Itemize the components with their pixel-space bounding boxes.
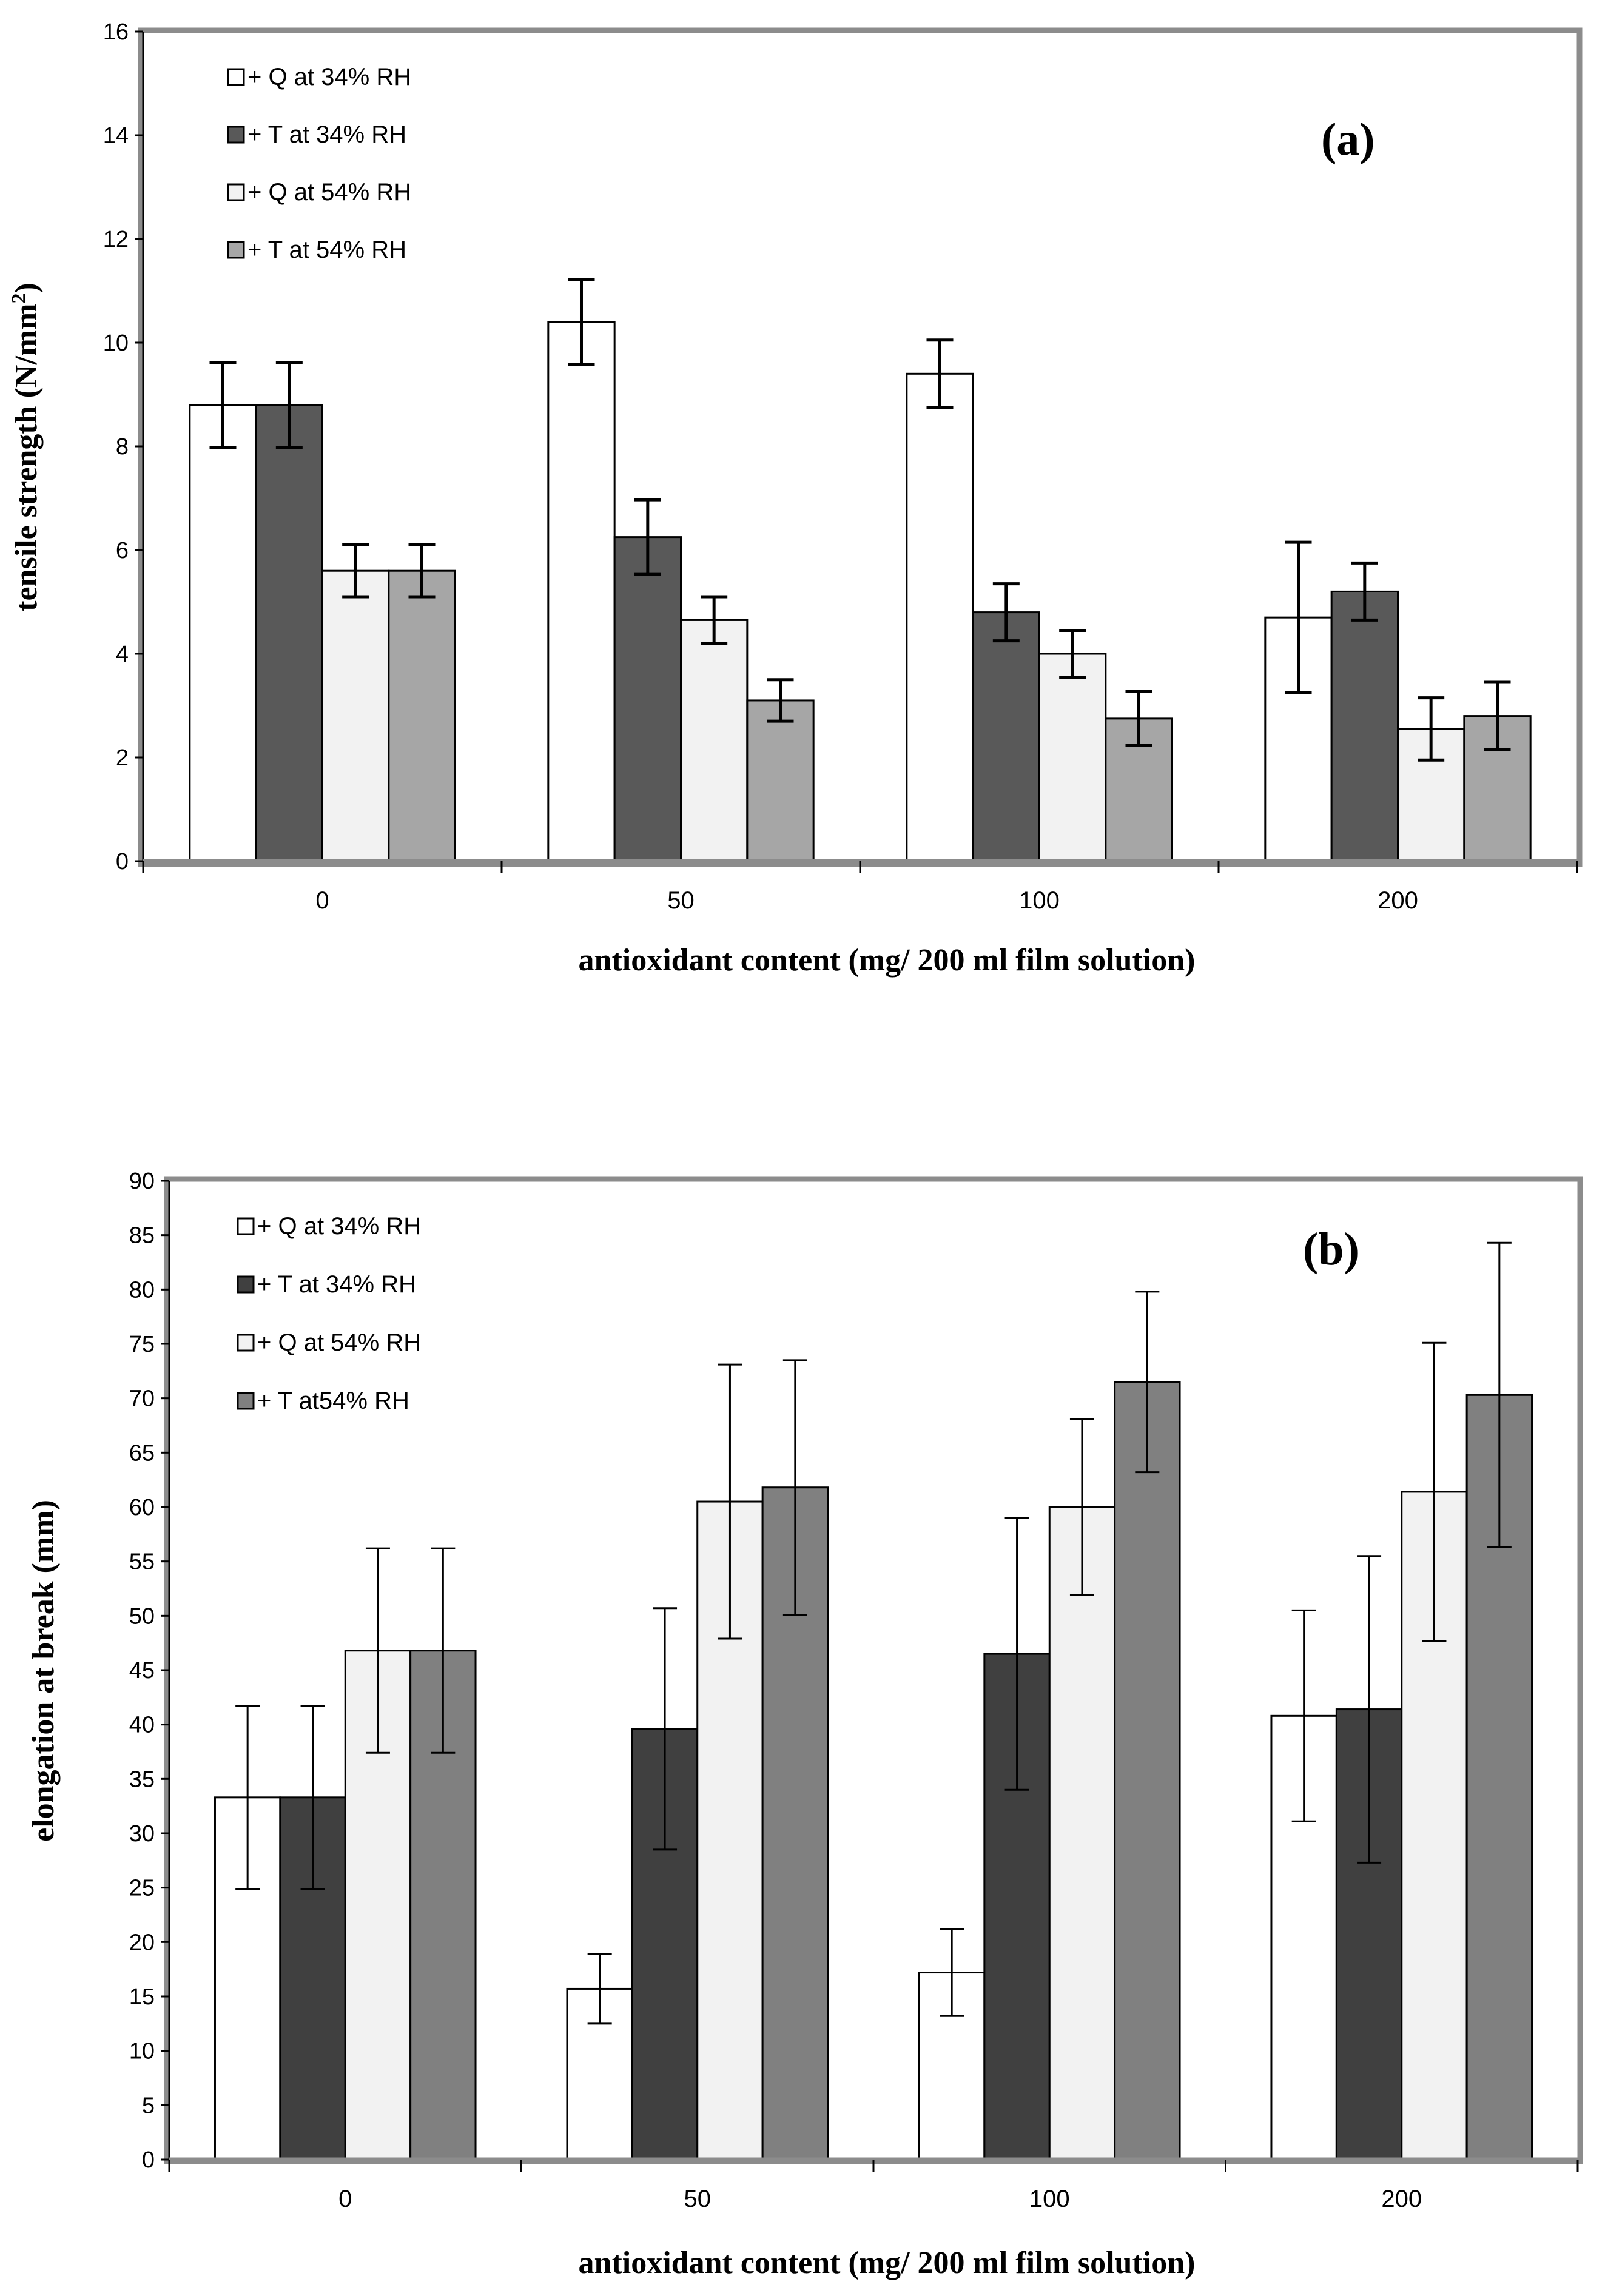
y-tick-label: 75 [129, 1332, 155, 1357]
bar [1114, 1381, 1181, 2161]
y-tick-label: 8 [116, 434, 129, 460]
bar [255, 404, 324, 862]
bar [613, 536, 682, 862]
y-tick-label: 16 [103, 19, 129, 45]
legend-swatch [227, 68, 245, 86]
y-tick-label: 35 [129, 1767, 155, 1792]
x-tick-label: 50 [667, 887, 695, 914]
legend-label: + Q at 54% RH [247, 179, 411, 206]
x-tick-label: 100 [1019, 887, 1060, 914]
legend-swatch [237, 1217, 255, 1235]
legend-swatch [227, 183, 245, 201]
x-tick-label: 100 [1029, 2186, 1070, 2212]
bar [321, 569, 390, 862]
legend-label: + T at 34% RH [247, 121, 406, 148]
y-tick-label: 25 [129, 1876, 155, 1901]
legend-swatch [237, 1392, 255, 1410]
legend-label: + Q at 34% RH [247, 64, 411, 90]
y-tick-label: 55 [129, 1549, 155, 1575]
legend-swatch [237, 1334, 255, 1352]
y-tick-label: 90 [129, 1169, 155, 1194]
y-tick-label: 45 [129, 1658, 155, 1683]
y-tick-label: 0 [142, 2147, 155, 2173]
chart-a-x-axis-label: antioxidant content (mg/ 200 ml film sol… [579, 943, 1196, 978]
y-tick-label: 30 [129, 1821, 155, 1847]
x-tick-label: 200 [1381, 2186, 1422, 2212]
y-tick-label: 5 [142, 2093, 155, 2118]
bar [972, 611, 1041, 862]
bar [1048, 1506, 1116, 2161]
y-tick-label: 4 [116, 642, 129, 667]
y-tick-label: 15 [129, 1984, 155, 2010]
y-tick-label: 12 [103, 227, 129, 252]
y-tick-label: 50 [129, 1603, 155, 1629]
x-tick-label: 200 [1378, 887, 1418, 914]
y-tick-label: 10 [103, 331, 129, 356]
x-tick-label: 50 [684, 2186, 712, 2212]
y-tick-label: 65 [129, 1440, 155, 1466]
y-tick-label: 60 [129, 1495, 155, 1520]
legend-label: + T at54% RH [257, 1388, 409, 1414]
chart-b: 0 5 10 15 20 25 30 35 40 45 50 55 60 65 70 75 80 85 90 0 50 1… [26, 1169, 1583, 2280]
legend-swatch [227, 126, 245, 144]
y-tick-label: 70 [129, 1386, 155, 1412]
bar [1330, 590, 1399, 862]
bar [746, 699, 815, 862]
legend-swatch [227, 241, 245, 259]
y-tick-label: 20 [129, 1930, 155, 1955]
chart-b-y-axis-label: elongation at break (mm) [26, 1500, 61, 1842]
legend-label: + Q at 34% RH [257, 1213, 421, 1240]
legend-swatch [237, 1275, 255, 1294]
chart-a-panel-label: (a) [1321, 114, 1375, 165]
y-tick-label: 14 [103, 123, 129, 149]
chart-b-panel-label: (b) [1303, 1224, 1359, 1275]
bar [1038, 653, 1107, 862]
bar [388, 569, 456, 862]
y-tick-label: 10 [129, 2039, 155, 2064]
y-tick-label: 85 [129, 1223, 155, 1249]
chart-a-y-axis-label: tensile strength (N/mm2) [8, 283, 44, 611]
legend-label: + Q at 54% RH [257, 1329, 421, 1356]
bar [906, 372, 974, 862]
bar [680, 619, 749, 862]
bar [547, 321, 616, 862]
x-tick-label: 0 [338, 2186, 352, 2212]
legend-label: + T at 54% RH [247, 237, 406, 263]
y-tick-label: 80 [129, 1277, 155, 1303]
chart-a: 0 2 4 6 8 10 12 14 16 0 50 100 200 + Q at 34% RH + T … [8, 19, 1583, 978]
y-tick-label: 0 [116, 849, 129, 874]
chart-b-x-axis-label: antioxidant content (mg/ 200 ml film sol… [579, 2246, 1196, 2280]
x-tick-label: 0 [315, 887, 329, 914]
y-tick-label: 6 [116, 538, 129, 563]
bar [189, 404, 257, 862]
y-tick-label: 2 [116, 745, 129, 771]
y-tick-label: 40 [129, 1713, 155, 1738]
legend-label: + T at 34% RH [257, 1271, 416, 1298]
